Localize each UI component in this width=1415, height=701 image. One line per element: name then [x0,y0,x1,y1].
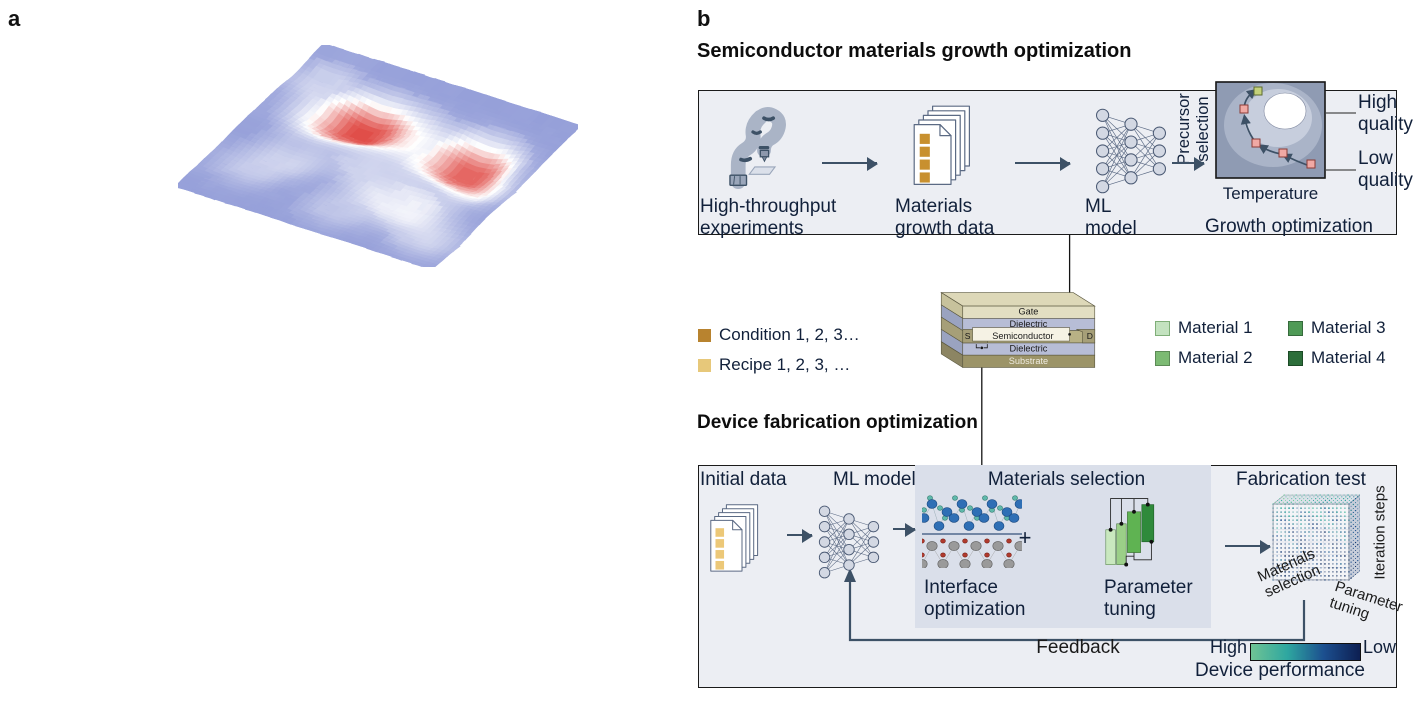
svg-text:Semiconductor: Semiconductor [992,331,1053,341]
svg-text:Substrate: Substrate [1009,356,1048,366]
svg-text:Gate: Gate [1018,307,1038,317]
svg-text:D: D [1087,331,1093,341]
svg-text:S: S [965,331,971,341]
svg-text:Dielectric: Dielectric [1010,319,1048,329]
svg-text:Dielectric: Dielectric [1010,344,1048,354]
